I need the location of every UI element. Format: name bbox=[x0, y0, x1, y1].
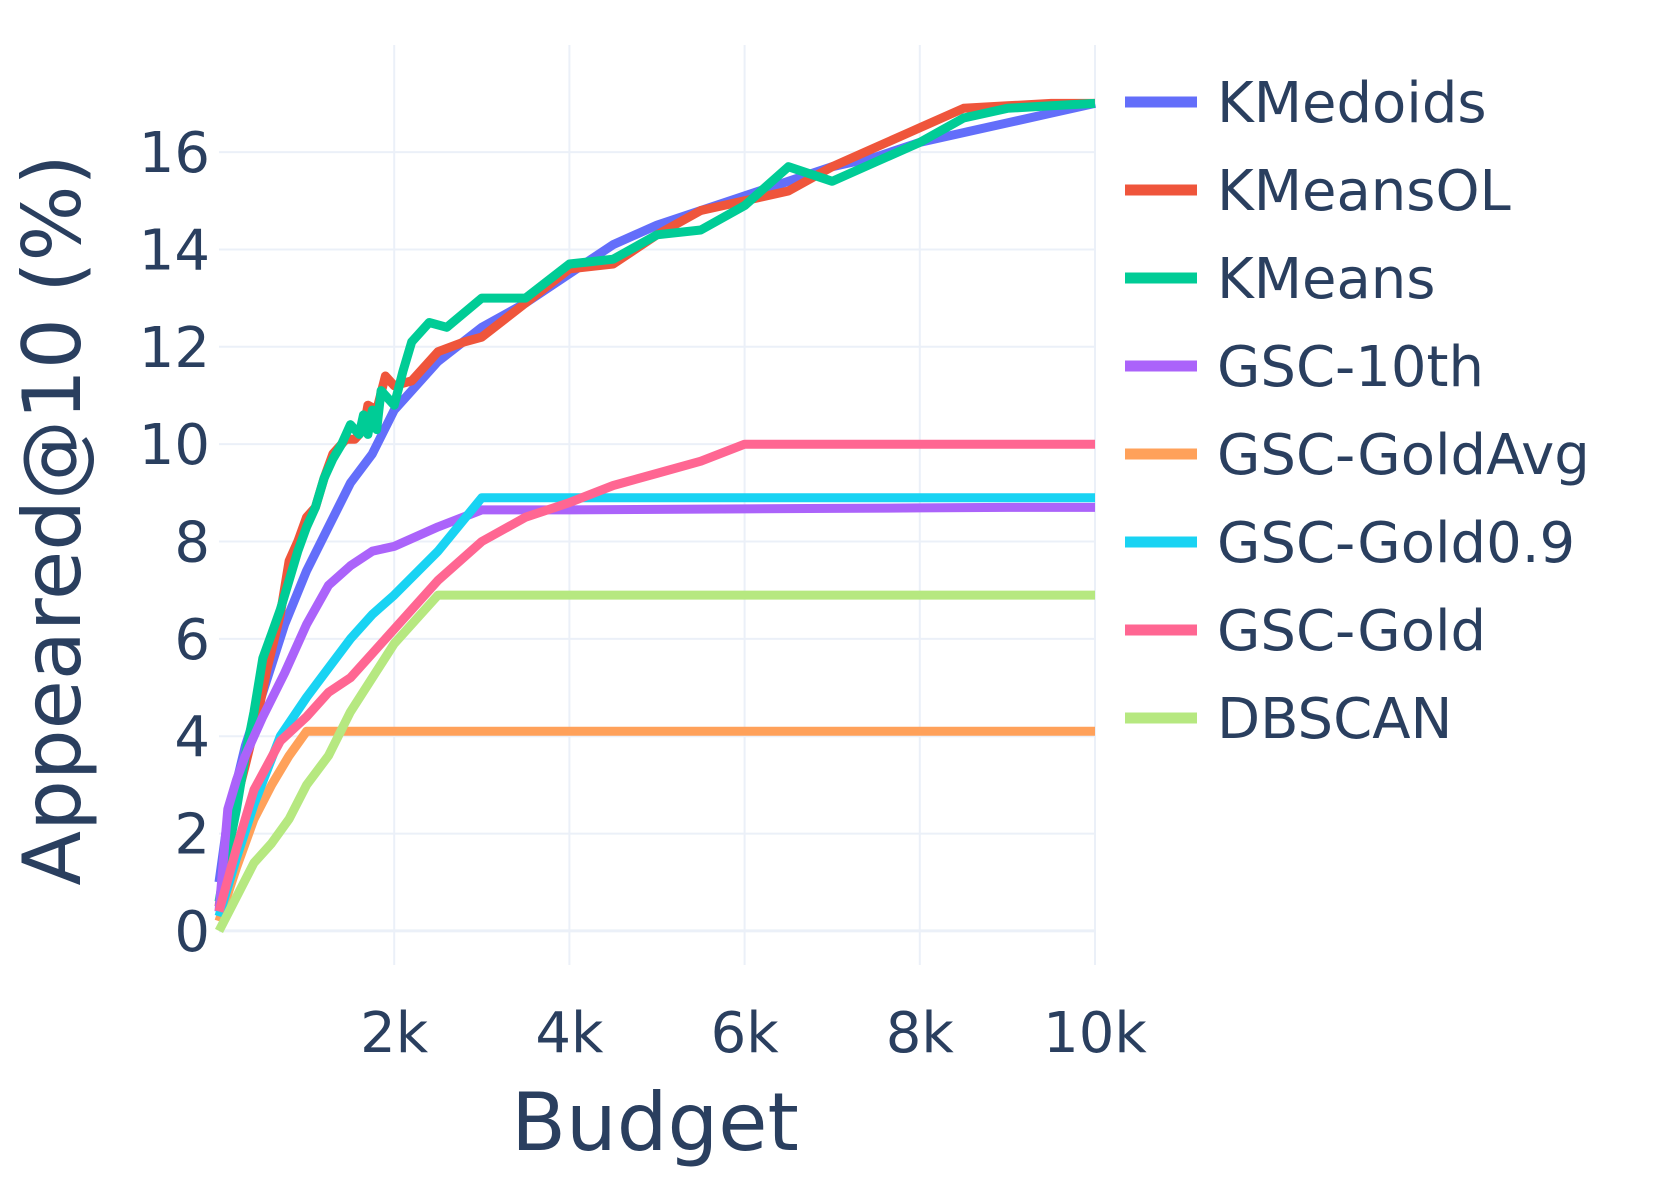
legend-item-gsc-gold0-9[interactable]: GSC-Gold0.9 bbox=[1125, 511, 1575, 576]
series-line-dbscan bbox=[214, 590, 1095, 933]
legend: KMedoids KMeansOL KMeans GSC-10th GSC-GoldAv… bbox=[1125, 71, 1590, 752]
legend-item-kmeansol[interactable]: KMeansOL bbox=[1125, 159, 1511, 224]
y-tick-label: 16 bbox=[139, 121, 210, 186]
y-axis-ticks: 0 2 4 6 8 10 12 14 16 bbox=[139, 121, 210, 965]
legend-label: KMeansOL bbox=[1217, 159, 1511, 224]
y-axis-title: Appeared@10 (%) bbox=[6, 154, 99, 885]
x-tick-label: 10k bbox=[1043, 1001, 1147, 1066]
x-axis-ticks: 2k 4k 6k 8k 10k bbox=[360, 1001, 1147, 1066]
legend-item-gsc-gold[interactable]: GSC-Gold bbox=[1125, 599, 1486, 664]
legend-item-dbscan[interactable]: DBSCAN bbox=[1125, 687, 1452, 752]
x-tick-label: 6k bbox=[711, 1001, 780, 1066]
legend-label: GSC-10th bbox=[1217, 335, 1484, 400]
legend-label: GSC-GoldAvg bbox=[1217, 423, 1590, 488]
legend-item-kmedoids[interactable]: KMedoids bbox=[1125, 71, 1487, 136]
series-line-gsc-goldavg bbox=[214, 726, 1095, 923]
legend-label: DBSCAN bbox=[1217, 687, 1452, 752]
series-line-kmedoids bbox=[214, 99, 1096, 883]
y-tick-label: 12 bbox=[139, 316, 210, 381]
y-tick-label: 4 bbox=[174, 705, 210, 770]
legend-label: GSC-Gold bbox=[1217, 599, 1486, 664]
x-tick-label: 4k bbox=[535, 1001, 604, 1066]
y-tick-label: 14 bbox=[139, 218, 210, 283]
legend-item-gsc-goldavg[interactable]: GSC-GoldAvg bbox=[1125, 423, 1590, 488]
legend-item-gsc-10th[interactable]: GSC-10th bbox=[1125, 335, 1484, 400]
y-tick-label: 2 bbox=[174, 803, 210, 868]
y-tick-label: 6 bbox=[174, 608, 210, 673]
legend-item-kmeans[interactable]: KMeans bbox=[1125, 247, 1435, 312]
x-axis-title: Budget bbox=[511, 1076, 799, 1169]
legend-label: GSC-Gold0.9 bbox=[1217, 511, 1575, 576]
series-line-gsc-gold bbox=[214, 439, 1095, 913]
y-tick-label: 0 bbox=[174, 900, 210, 965]
series-line-kmeans bbox=[214, 98, 1096, 903]
series-line-gsc-10th bbox=[214, 502, 1095, 912]
legend-label: KMeans bbox=[1217, 247, 1435, 312]
x-tick-label: 2k bbox=[360, 1001, 429, 1066]
series-lines bbox=[214, 98, 1096, 933]
y-tick-label: 10 bbox=[139, 413, 210, 478]
legend-label: KMedoids bbox=[1217, 71, 1487, 136]
y-tick-label: 8 bbox=[174, 511, 210, 576]
x-tick-label: 8k bbox=[886, 1001, 955, 1066]
